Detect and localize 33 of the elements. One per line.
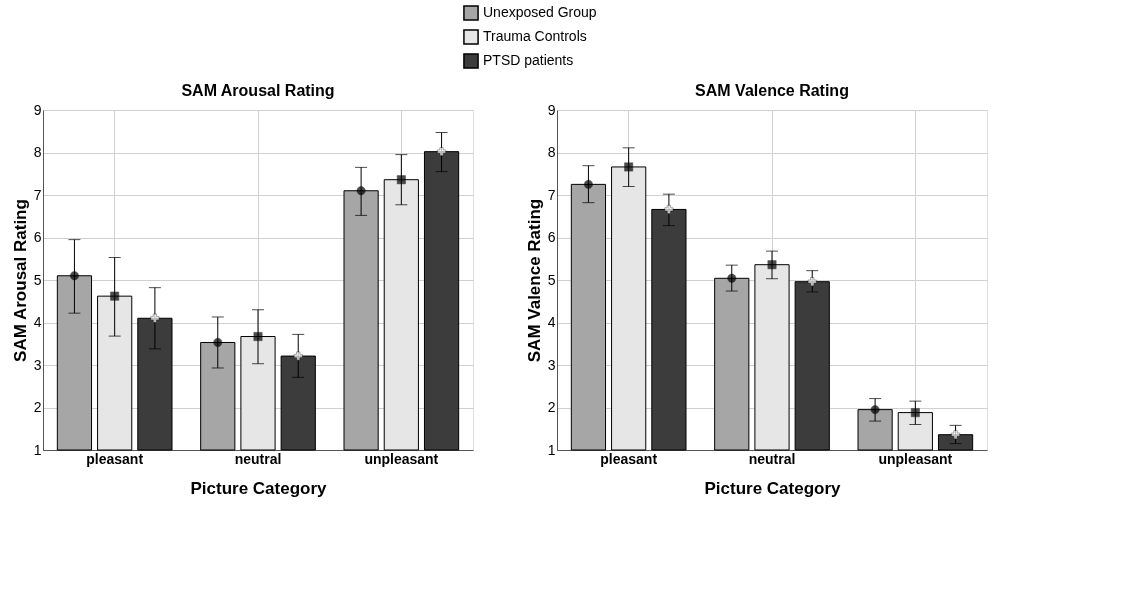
chart-title: SAM Valence Rating [695,82,849,99]
x-tick-label: unpleasant [364,450,439,467]
x-tick-label: unpleasant [878,450,953,467]
y-tick-label: 4 [33,314,42,330]
y-axis-title: SAM Valence Rating [524,198,544,363]
y-tick-label: 6 [547,229,556,245]
y-tick-label: 2 [33,399,42,415]
y-tick-label: 9 [547,101,556,118]
x-axis-title: Picture Category [190,478,328,498]
x-axis-title: Picture Category [704,478,842,498]
x-tick-label: neutral [234,450,282,467]
legend-label: PTSD patients [483,52,574,68]
x-tick-label: pleasant [86,450,144,467]
y-tick-label: 8 [547,144,556,160]
y-axis-title: SAM Arousal Rating [10,199,30,362]
y-tick-label: 4 [547,314,556,330]
y-tick-label: 9 [33,101,42,118]
y-tick-label: 6 [33,229,42,245]
x-tick-label: pleasant [600,450,658,467]
legend-label: Trauma Controls [483,28,587,44]
y-tick-label: 1 [547,441,556,458]
x-tick-label: neutral [748,450,796,467]
chart-title: SAM Arousal Rating [181,82,335,99]
y-tick-label: 2 [547,399,556,415]
y-tick-label: 1 [33,441,42,458]
legend-label: Unexposed Group [483,4,597,20]
y-tick-label: 5 [33,271,42,288]
y-tick-label: 5 [547,271,556,288]
y-tick-label: 3 [547,356,556,373]
y-tick-label: 7 [547,186,556,203]
y-tick-label: 7 [33,186,42,203]
y-tick-label: 3 [33,356,42,373]
y-tick-label: 8 [33,144,42,160]
